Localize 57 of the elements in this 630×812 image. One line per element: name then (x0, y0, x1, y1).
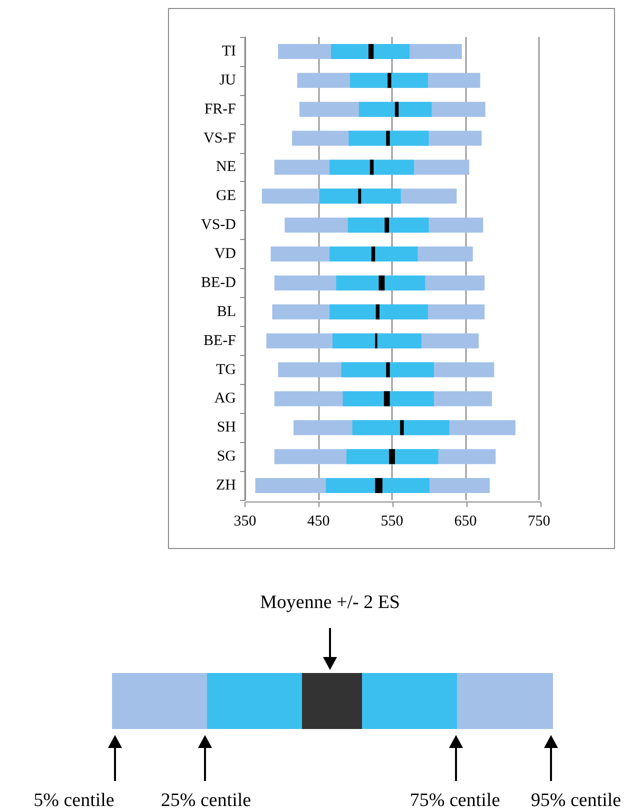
y-tick-label: VS-F (203, 130, 236, 146)
y-tick-label: VS-D (200, 217, 236, 234)
y-tick-label: JU (219, 72, 236, 88)
text: 75% centile (410, 790, 500, 812)
y-tick-label: FR-F (204, 101, 236, 118)
bar (368, 44, 374, 59)
bar (389, 449, 395, 464)
bar (384, 391, 390, 406)
bar (376, 304, 380, 320)
bar (352, 420, 450, 436)
y-tick-label: GE (216, 188, 236, 204)
bar (319, 188, 401, 204)
bar (348, 218, 429, 233)
bar (371, 246, 376, 262)
bar (341, 362, 434, 378)
y-tick-label: SG (216, 448, 236, 465)
bar (384, 218, 390, 233)
y-tick-label: BE-F (203, 332, 236, 349)
y-tick-label: TG (216, 362, 236, 378)
text: 5% centile (34, 790, 114, 812)
y-tick-label: BL (216, 304, 236, 320)
x-tick-label: 350 (234, 514, 256, 530)
y-tick-label: BE-D (201, 274, 236, 291)
bar (394, 102, 399, 117)
bar (386, 362, 390, 378)
bar (348, 130, 429, 146)
bar (375, 478, 382, 494)
bar (358, 102, 432, 117)
bar (330, 160, 414, 175)
bar (332, 333, 422, 348)
x-tick-label: 750 (528, 514, 550, 530)
bar (330, 44, 410, 59)
y-tick-label: TI (222, 43, 236, 60)
x-tick-label: 550 (380, 514, 404, 530)
bar (330, 304, 428, 320)
y-tick-label: ZH (216, 478, 236, 494)
text: 25% centile (160, 790, 252, 812)
x-tick-label: 450 (307, 514, 330, 530)
bar (342, 391, 434, 406)
y-tick-label: NE (216, 159, 236, 176)
bar (336, 275, 426, 290)
bar (346, 449, 438, 464)
bar (370, 160, 374, 175)
y-tick-label: SH (216, 420, 236, 436)
bar (330, 246, 418, 262)
bar (358, 188, 362, 204)
text: 95% centile (530, 790, 622, 812)
bar (400, 420, 404, 436)
bar (386, 130, 390, 146)
bar (378, 275, 385, 290)
bar (388, 72, 392, 88)
text: Moyenne +/- 2 ES (260, 592, 400, 614)
y-tick-label: VD (214, 246, 236, 262)
bar (326, 478, 430, 494)
bar (350, 72, 428, 88)
y-tick-label: AG (214, 390, 236, 407)
x-tick-label: 650 (454, 514, 477, 530)
